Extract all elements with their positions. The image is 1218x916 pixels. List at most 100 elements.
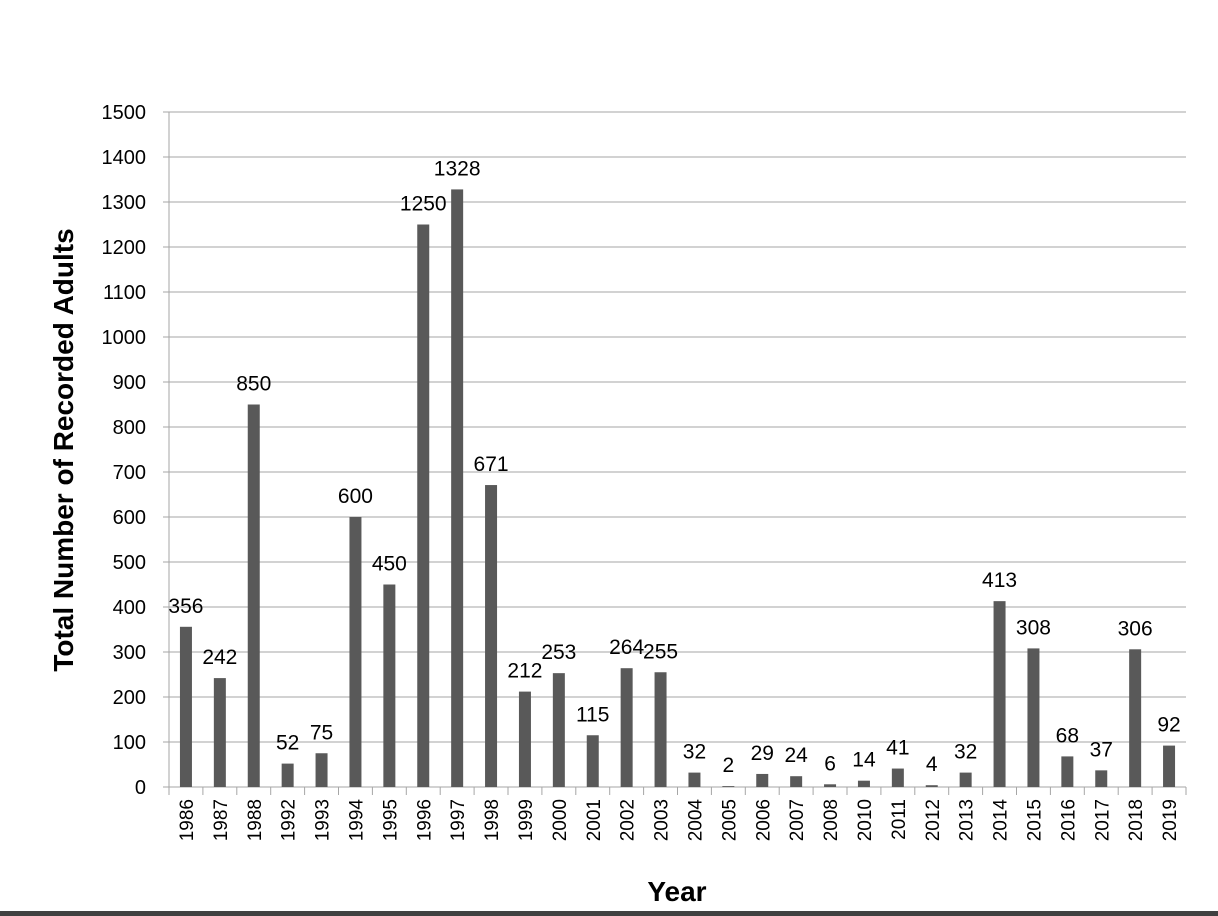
x-tick-label: 1995 xyxy=(380,799,401,841)
x-tick-label: 1987 xyxy=(211,799,232,841)
y-tick-label: 0 xyxy=(135,777,146,799)
data-label: 413 xyxy=(982,569,1017,592)
data-label: 32 xyxy=(683,741,706,764)
y-tick-label: 1500 xyxy=(102,102,147,124)
y-tick-label: 1400 xyxy=(102,147,147,169)
bar xyxy=(552,673,565,787)
bar xyxy=(891,768,904,787)
x-tick-label: 2004 xyxy=(685,799,706,842)
data-label: 14 xyxy=(852,749,876,772)
bar xyxy=(993,601,1006,787)
y-tick-label: 1100 xyxy=(103,282,146,304)
data-label: 264 xyxy=(609,636,644,659)
bar xyxy=(179,626,192,787)
x-tick-label: 2008 xyxy=(821,799,842,841)
bar xyxy=(518,691,531,787)
bar xyxy=(1027,648,1040,787)
y-tick-label: 300 xyxy=(113,642,146,664)
data-label: 29 xyxy=(751,742,774,765)
bar xyxy=(756,773,769,787)
data-label: 212 xyxy=(507,660,542,683)
x-tick-label: 2003 xyxy=(652,799,673,841)
bar xyxy=(1095,770,1108,787)
bar xyxy=(1163,745,1176,787)
x-tick-label: 1998 xyxy=(482,799,503,841)
data-label: 52 xyxy=(276,732,299,755)
bar xyxy=(213,678,226,787)
x-tick-label: 2017 xyxy=(1092,799,1113,841)
data-label: 306 xyxy=(1118,617,1153,640)
x-tick-label: 2010 xyxy=(855,799,876,841)
x-tick-label: 1992 xyxy=(279,799,300,841)
y-tick-label: 700 xyxy=(113,462,146,484)
bottom-frame-bar xyxy=(0,911,1218,916)
x-tick-label: 1986 xyxy=(177,799,198,841)
data-label: 24 xyxy=(784,744,808,767)
y-tick-label: 900 xyxy=(113,372,146,394)
bar xyxy=(383,584,396,787)
data-label: 92 xyxy=(1157,714,1180,737)
x-tick-label: 2011 xyxy=(889,799,910,840)
y-tick-label: 100 xyxy=(113,732,146,754)
data-label: 4 xyxy=(926,753,938,776)
x-tick-label: 2012 xyxy=(923,799,944,841)
bar xyxy=(247,404,260,787)
y-tick-label: 1200 xyxy=(102,237,147,259)
y-tick-labels: 0 100 200 300 400 500 600 700 800 900 1000 1100 1200… xyxy=(102,102,147,799)
data-label: 2 xyxy=(723,754,735,777)
gridlines xyxy=(169,111,1186,743)
y-tick-label: 1300 xyxy=(102,192,147,214)
data-label: 253 xyxy=(541,641,576,664)
data-label: 75 xyxy=(310,721,333,744)
data-label: 356 xyxy=(168,595,203,618)
y-tick-label: 400 xyxy=(113,597,146,619)
x-tick-label: 2007 xyxy=(787,799,808,841)
bar xyxy=(790,776,803,787)
y-axis-title: Total Number of Recorded Adults xyxy=(48,228,79,671)
y-tick-label: 800 xyxy=(113,417,146,439)
data-label: 1328 xyxy=(434,157,481,180)
bar xyxy=(857,780,870,787)
data-label: 450 xyxy=(372,553,407,576)
x-tick-label: 1999 xyxy=(516,799,537,841)
bar xyxy=(1061,756,1074,787)
x-tick-label: 1993 xyxy=(313,799,334,841)
x-tick-label: 2019 xyxy=(1160,799,1181,841)
bar xyxy=(485,485,498,787)
x-tick-label: 1996 xyxy=(414,799,435,841)
bar xyxy=(1129,649,1142,787)
x-tick-label: 2002 xyxy=(618,799,639,841)
x-tick-label: 2006 xyxy=(753,799,774,841)
bar xyxy=(586,735,599,787)
data-label: 1250 xyxy=(400,193,447,216)
data-label: 255 xyxy=(643,640,678,663)
x-tick-label: 2018 xyxy=(1126,799,1147,841)
data-label: 68 xyxy=(1056,724,1079,747)
y-tick-label: 200 xyxy=(113,687,146,709)
data-label: 37 xyxy=(1090,738,1113,761)
x-tick-label: 2014 xyxy=(991,799,1012,842)
bar xyxy=(925,785,938,787)
x-tick-label: 2013 xyxy=(957,799,978,841)
bar xyxy=(620,668,633,787)
bar xyxy=(722,786,735,787)
bar xyxy=(959,772,972,787)
x-tick-label: 1994 xyxy=(346,799,367,842)
data-label: 242 xyxy=(202,646,237,669)
data-label: 115 xyxy=(576,703,609,726)
bar xyxy=(654,672,667,787)
data-label: 850 xyxy=(236,373,271,396)
data-label: 600 xyxy=(338,485,373,508)
x-axis-title: Year xyxy=(647,876,706,907)
bar xyxy=(315,753,328,787)
data-label: 671 xyxy=(474,453,509,476)
data-label: 308 xyxy=(1016,616,1051,639)
x-tick-label: 1997 xyxy=(448,799,469,841)
bar xyxy=(824,784,837,787)
x-tick-label: 2000 xyxy=(550,799,571,841)
y-tick-label: 500 xyxy=(113,552,146,574)
bar xyxy=(451,189,464,787)
data-label: 41 xyxy=(886,737,909,760)
